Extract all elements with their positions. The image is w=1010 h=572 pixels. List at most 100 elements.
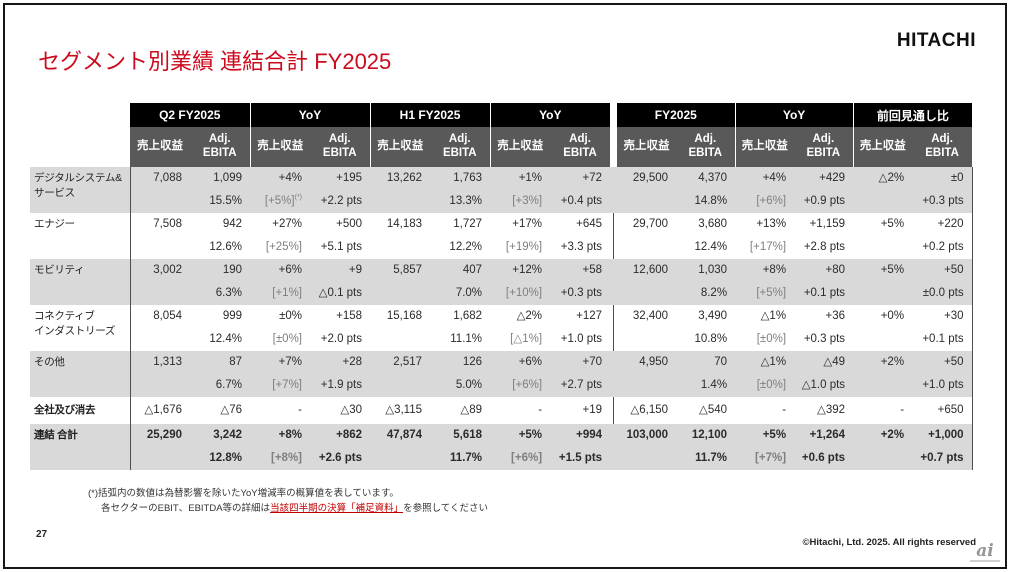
cell-value: 12,100	[691, 429, 728, 441]
footnote-line2-post: を参照してください	[403, 503, 489, 514]
cell-value	[853, 447, 912, 470]
cell-value: +0.3 pts	[560, 287, 603, 299]
cell-value: +1.0 pts	[560, 333, 603, 345]
data-cell: +5% [+6%]	[490, 424, 551, 470]
data-cell: 407 7.0%	[430, 259, 491, 305]
data-cell: +9 △0.1 pts	[310, 259, 371, 305]
data-cell: 3,680 12.4%	[676, 213, 736, 259]
cell-value: 1,030	[698, 264, 728, 276]
table-row: 連結 合計 25,290 3,242 12.8% +8% [+8%] +862 +2.6 pt…	[30, 424, 973, 470]
cell-value: +7%	[278, 356, 302, 368]
cell-value: 13.3%	[449, 195, 483, 207]
column-group-label: YoY	[249, 103, 371, 127]
data-cell: +8% [+5%]	[735, 259, 795, 305]
cell-value: +429	[819, 172, 846, 184]
data-cell: +70 +2.7 pts	[550, 351, 611, 397]
data-cell: +17% [+19%]	[490, 213, 551, 259]
data-cell: -	[490, 397, 551, 424]
cell-value: 1,313	[153, 356, 182, 368]
cell-value: △76	[220, 404, 242, 416]
row-label: モビリティ	[30, 259, 130, 305]
data-cell: 190 6.3%	[190, 259, 250, 305]
data-cell: +500 +5.1 pts	[310, 213, 371, 259]
supplement-link[interactable]: 当該四半期の決算「補足資料」	[270, 503, 404, 514]
row-label: 全社及び消去	[30, 397, 130, 424]
cell-value: +5%	[762, 429, 787, 441]
cell-value	[370, 282, 430, 305]
cell-value: △1,676	[144, 404, 182, 416]
header-group-row: Q2 FY2025 YoY H1 FY2025 YoY FY2025 YoY 前回見通し比	[30, 103, 973, 127]
column-group-label: H1 FY2025	[369, 103, 491, 127]
cell-value: +2.2 pts	[320, 195, 363, 207]
cell-value	[370, 236, 430, 259]
data-cell: +1,159 +2.8 pts	[794, 213, 854, 259]
cell-value: 11.1%	[450, 333, 483, 345]
cell-value: +2.0 pts	[320, 333, 363, 345]
cell-value	[131, 328, 191, 351]
table-row: エナジー 7,508 942 12.6% +27% [+25%] +500 +5.1 pts 1…	[30, 213, 973, 259]
footnote-marker: (*)	[294, 194, 302, 202]
cell-value: 3,002	[153, 264, 182, 276]
cell-value: 14,183	[386, 218, 423, 230]
cell-value: -	[538, 404, 543, 416]
cell-value	[131, 374, 191, 397]
cell-value: +195	[336, 172, 363, 184]
data-cell: 32,400	[617, 305, 677, 351]
cell-value: △49	[823, 356, 846, 368]
group-divider-cell	[610, 397, 618, 424]
cell-value	[853, 374, 912, 397]
cell-value: 32,400	[632, 310, 669, 322]
column-subheader: Adj. EBITA	[190, 127, 250, 167]
data-cell: 4,370 14.8%	[676, 167, 736, 213]
cell-value: 1,727	[453, 218, 483, 230]
data-cell: △3,115	[370, 397, 431, 424]
data-cell: -	[250, 397, 310, 424]
data-cell: 5,618 11.7%	[430, 424, 491, 470]
cell-value: +1%	[518, 172, 543, 184]
cell-value: [+5%]	[756, 287, 787, 299]
cell-value: [+6%]	[756, 195, 787, 207]
cell-value: [+6%]	[512, 379, 543, 391]
cell-value	[617, 447, 676, 470]
cell-value: 12.6%	[209, 241, 242, 253]
cell-value: ±0.0 pts	[922, 287, 964, 299]
cell-value: [+10%]	[505, 287, 543, 299]
cell-value: +72	[582, 172, 603, 184]
cell-value: △1%	[760, 310, 787, 322]
cell-value: +1,264	[809, 429, 846, 441]
data-cell: +28 +1.9 pts	[310, 351, 371, 397]
column-subheader: Adj. EBITA	[676, 127, 736, 167]
data-cell: 1,682 11.1%	[430, 305, 491, 351]
cell-value: 29,500	[632, 172, 669, 184]
cell-value: 126	[462, 356, 483, 368]
row-label: 連結 合計	[30, 424, 130, 470]
data-cell: △1% [±0%]	[735, 351, 795, 397]
cell-value: 15.5%	[209, 195, 242, 207]
group-divider-cell	[610, 424, 618, 470]
data-cell: +645 +3.3 pts	[550, 213, 611, 259]
cell-value: +2%	[880, 356, 905, 368]
data-cell: 87 6.7%	[190, 351, 250, 397]
cell-value: 1.4%	[700, 379, 728, 391]
cell-value: +2.8 pts	[803, 241, 846, 253]
data-cell: +2%	[853, 351, 913, 397]
cell-value	[617, 374, 676, 397]
data-cell: 7,088	[129, 167, 190, 213]
cell-value: +70	[582, 356, 603, 368]
data-cell: 29,700	[617, 213, 677, 259]
cell-value: △1%	[760, 356, 787, 368]
cell-value: -	[900, 404, 905, 416]
group-divider-cell	[610, 213, 618, 259]
cell-value: 5,857	[393, 264, 423, 276]
column-group-label: FY2025	[617, 103, 736, 127]
column-subheader: 売上収益	[130, 127, 190, 167]
data-cell: 7,508	[129, 213, 190, 259]
cell-value	[853, 328, 912, 351]
cell-value: +2.7 pts	[560, 379, 603, 391]
column-subheader: 売上収益	[249, 127, 310, 167]
data-cell: 15,168	[370, 305, 431, 351]
cell-value: 13,262	[386, 172, 423, 184]
cell-value: +650	[937, 404, 964, 416]
header-sub-row: 売上収益 Adj. EBITA 売上収益 Adj. EBITA 売上収益 Adj. EBI…	[30, 127, 973, 167]
cell-value: +6%	[278, 264, 302, 276]
